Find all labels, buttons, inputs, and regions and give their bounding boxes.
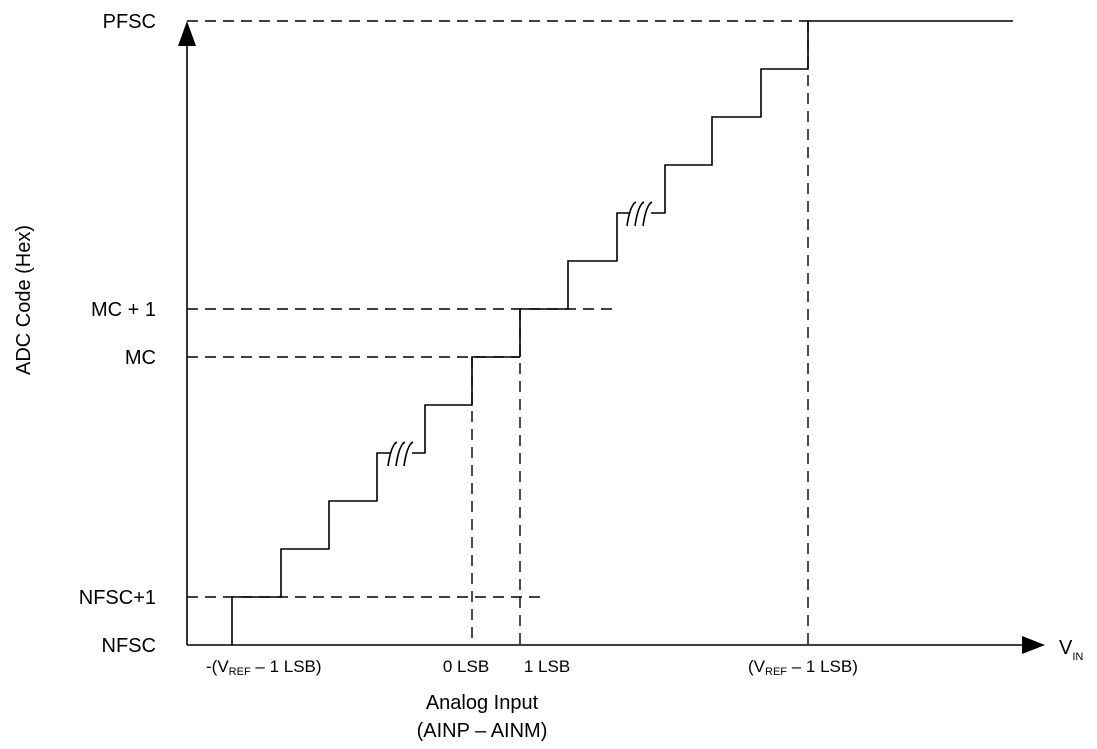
mc-label: MC	[125, 347, 156, 369]
y-axis-arrowhead	[178, 21, 196, 46]
pos-vref-tick-post: – 1 LSB)	[787, 657, 858, 676]
x-axis-caption-line1: Analog Input	[426, 692, 539, 714]
x-axis-arrowhead	[1022, 636, 1045, 654]
lower-break-symbol	[387, 441, 414, 467]
neg-vref-tick-post: – 1 LSB)	[251, 657, 322, 676]
pfsc-label: PFSC	[103, 11, 156, 33]
lower-staircase-continued	[412, 356, 520, 454]
upper-break-symbol	[626, 201, 653, 227]
lower-staircase	[231, 452, 390, 645]
one-lsb-tick-label: 1 LSB	[524, 657, 570, 676]
neg-vref-tick-pre: -(V	[206, 657, 229, 676]
x-axis-variable: VIN	[1059, 637, 1083, 663]
upper-staircase	[519, 212, 629, 357]
x-axis-variable-main: V	[1059, 637, 1073, 659]
mc-plus-1-label: MC + 1	[91, 299, 156, 321]
pos-vref-tick-sub: REF	[765, 666, 787, 678]
y-axis-title: ADC Code (Hex)	[13, 225, 35, 375]
nfsc-label: NFSC	[102, 635, 156, 657]
nfsc-plus-1-label: NFSC+1	[79, 587, 156, 609]
neg-vref-tick-label: -(VREF – 1 LSB)	[206, 657, 322, 678]
zero-lsb-tick-label: 0 LSB	[443, 657, 489, 676]
pos-vref-tick-label: (VREF – 1 LSB)	[748, 657, 858, 678]
x-axis-caption-line2: (AINP – AINM)	[417, 720, 548, 742]
x-axis-variable-sub: IN	[1072, 651, 1083, 663]
upper-staircase-continued	[651, 20, 1013, 214]
neg-vref-tick-sub: REF	[229, 666, 251, 678]
pos-vref-tick-pre: (V	[748, 657, 766, 676]
